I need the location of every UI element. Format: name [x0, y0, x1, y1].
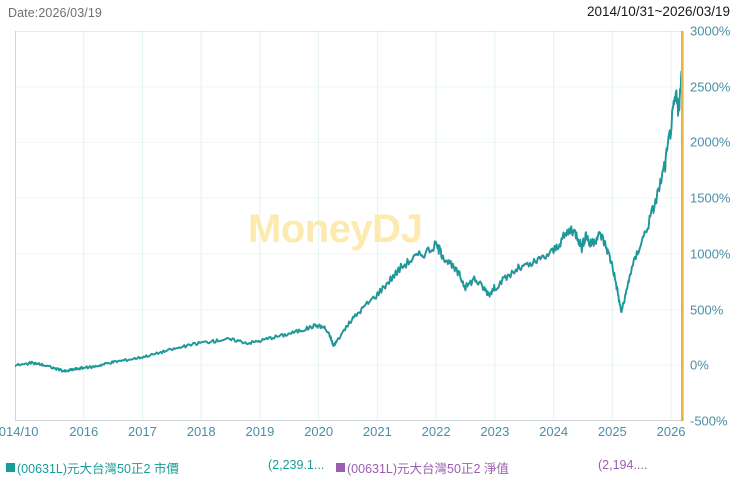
x-axis-tick-label: 2022: [421, 424, 451, 439]
y-axis-tick-label: 0%: [690, 357, 709, 373]
x-axis-tick-label: 2020: [304, 424, 334, 439]
y-axis-tick-label: 2000%: [690, 134, 731, 150]
x-axis-tick-label: 2016: [69, 424, 99, 439]
x-axis-tick-label: 2026: [656, 424, 686, 439]
legend-swatch-price-icon: [6, 463, 15, 472]
x-axis-tick-label: 2019: [245, 424, 275, 439]
legend-item-nav[interactable]: (00631L)元大台灣50正2 淨值: [336, 458, 509, 477]
legend-value-nav: (2,194....: [598, 458, 648, 472]
y-axis-tick-label: 1000%: [690, 246, 731, 262]
chart-legend: (00631L)元大台灣50正2 市價 (2,239.1... (00631L)…: [0, 455, 740, 479]
current-date-label: Date:2026/03/19: [8, 6, 102, 20]
series-line-price: [15, 70, 683, 373]
x-axis-tick-label: 2024: [539, 424, 569, 439]
legend-value-price: (2,239.1...: [268, 458, 325, 472]
vertical-gridlines: [15, 31, 672, 421]
x-axis-tick-label: 2021: [362, 424, 392, 439]
legend-item-price[interactable]: (00631L)元大台灣50正2 市價: [6, 458, 179, 477]
plot-background: [15, 31, 684, 421]
x-axis-tick-label: 2014/10: [0, 424, 39, 439]
legend-swatch-nav-icon: [336, 463, 345, 472]
x-axis-tick-label: 2023: [480, 424, 510, 439]
y-axis-tick-label: 3000%: [690, 23, 731, 39]
y-axis-tick-label: 500%: [690, 302, 724, 318]
y-axis-tick-label: 2500%: [690, 79, 731, 95]
x-axis-tick-label: 2025: [597, 424, 627, 439]
x-axis-tick-label: 2017: [127, 424, 157, 439]
legend-label-nav: (00631L)元大台灣50正2 淨值: [347, 462, 509, 476]
horizontal-gridlines: [15, 31, 684, 421]
y-axis-tick-label: -500%: [690, 413, 728, 429]
legend-label-price: (00631L)元大台灣50正2 市價: [17, 462, 179, 476]
chart-plot-area[interactable]: [15, 31, 684, 421]
y-axis-tick-label: 1500%: [690, 190, 731, 206]
date-range-label: 2014/10/31~2026/03/19: [586, 4, 730, 19]
performance-line-chart[interactable]: [15, 31, 684, 421]
x-axis-tick-label: 2018: [186, 424, 216, 439]
